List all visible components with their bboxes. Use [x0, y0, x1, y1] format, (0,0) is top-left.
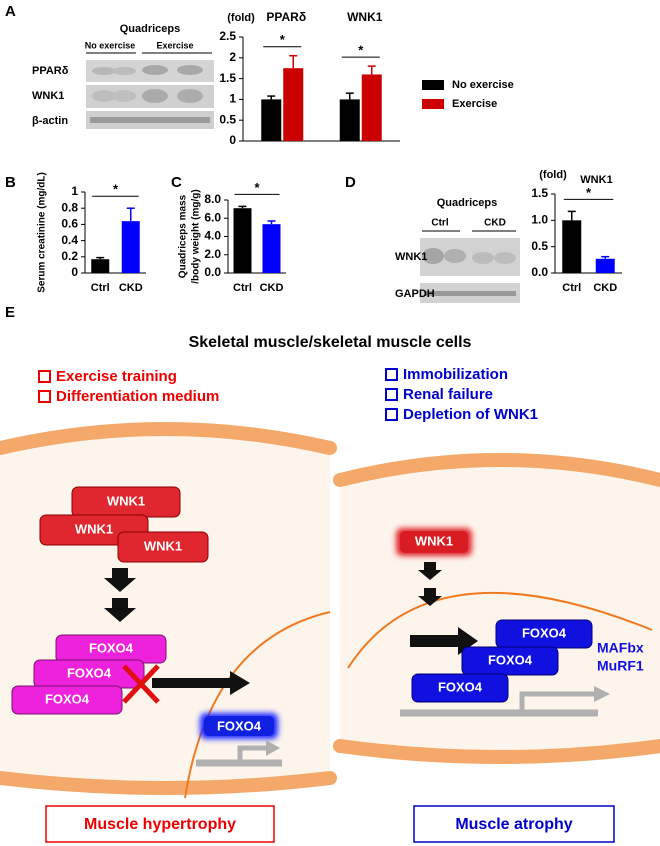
significance-label: * [113, 182, 119, 197]
blot-row: β-actin [32, 115, 68, 127]
y-tick-label: 1 [71, 184, 78, 198]
protein-label: FOXO4 [45, 691, 90, 706]
x-tick-label: CKD [593, 282, 617, 294]
blot-group: Exercise [156, 40, 193, 50]
y-tick-label: 0.0 [531, 265, 548, 279]
x-tick-label: CKD [119, 282, 143, 294]
y-axis-label: Serum creatinine (mg/dL) [37, 172, 48, 293]
bar [121, 221, 140, 273]
y-tick-label: 0.2 [61, 249, 78, 263]
y-tick-label: 1.5 [531, 186, 548, 200]
y-tick-label: 0.5 [531, 239, 548, 253]
bar [262, 224, 281, 273]
diagram-title: Skeletal muscle/skeletal muscle cells [189, 334, 472, 351]
protein-label: FOXO4 [217, 718, 262, 733]
blot-group: Ctrl [431, 218, 448, 229]
y-tick-label: 0.0 [204, 265, 221, 279]
y-axis-label: (fold) [227, 12, 255, 24]
protein-label: FOXO4 [89, 640, 134, 655]
y-tick-label: 2.0 [204, 247, 221, 261]
legend-label: Exercise [452, 98, 497, 110]
outcome: Muscle hypertrophy [84, 816, 236, 833]
panel-label: D [345, 174, 356, 191]
bar [595, 258, 615, 273]
x-tick-label: CKD [260, 282, 284, 294]
significance-label: * [586, 185, 592, 200]
y-tick-label: 0.6 [61, 217, 78, 231]
legend-swatch [422, 80, 444, 90]
significance-label: * [358, 43, 364, 58]
protein-label: FOXO4 [488, 652, 533, 667]
y-tick-label: 0.5 [219, 112, 236, 126]
y-tick-label: 2 [229, 50, 236, 64]
blot-title: Quadriceps [437, 197, 498, 209]
blot-title: Quadriceps [120, 23, 181, 35]
y-tick-label: 0 [71, 265, 78, 279]
condition: Differentiation medium [56, 388, 219, 405]
legend-label: No exercise [452, 79, 514, 91]
blot-group: CKD [484, 218, 506, 229]
bar [283, 68, 304, 141]
bar [562, 220, 582, 273]
bar [339, 99, 360, 141]
panel-label: B [5, 174, 16, 191]
protein-label: WNK1 [144, 538, 182, 553]
chart-title: WNK1 [580, 174, 612, 186]
protein-label: WNK1 [415, 533, 453, 548]
blot-group: No exercise [85, 40, 136, 50]
protein-label: FOXO4 [67, 665, 112, 680]
condition: Depletion of WNK1 [403, 406, 538, 423]
blot-row: WNK1 [32, 90, 64, 102]
y-tick-label: 6.0 [204, 210, 221, 224]
outcome: Muscle atrophy [455, 816, 572, 833]
protein-label: FOXO4 [438, 679, 483, 694]
y-tick-label: 8.0 [204, 192, 221, 206]
y-tick-label: 0.4 [61, 233, 78, 247]
x-tick-label: WNK1 [347, 10, 383, 24]
x-tick-label: Ctrl [562, 282, 581, 294]
blot-row: WNK1 [395, 251, 427, 263]
y-tick-label: 1.0 [531, 213, 548, 227]
y-tick-label: 0.8 [61, 200, 78, 214]
significance-label: * [280, 32, 286, 47]
blot: Quadriceps Ctrl CKD WNK1 GAPDH [395, 197, 520, 303]
y-tick-label: 1.5 [219, 71, 236, 85]
y-axis-label: (fold) [539, 169, 567, 181]
blot-row: GAPDH [395, 288, 435, 300]
x-tick-label: Ctrl [233, 282, 252, 294]
y-axis-label: Quadriceps mass [178, 194, 189, 278]
x-tick-label: Ctrl [91, 282, 110, 294]
bar [233, 208, 252, 273]
significance-label: * [254, 180, 260, 195]
blot-row: PPARδ [32, 65, 69, 77]
y-tick-label: 4.0 [204, 229, 221, 243]
y-axis-label: /body weight (mg/g) [191, 189, 202, 283]
bar [361, 74, 382, 141]
bar [261, 99, 282, 141]
y-tick-label: 0 [229, 133, 236, 147]
legend-swatch [422, 99, 444, 109]
condition: Renal failure [403, 386, 493, 403]
diagram: Skeletal muscle/skeletal muscle cells Ex… [0, 334, 660, 843]
panel-label: C [171, 174, 182, 191]
y-tick-label: 2.5 [219, 29, 236, 43]
condition: Exercise training [56, 368, 177, 385]
panel-label: A [5, 3, 16, 20]
panel-label: E [5, 304, 15, 321]
protein-label: FOXO4 [522, 625, 567, 640]
x-tick-label: PPARδ [266, 10, 306, 24]
gene-label: MAFbx [597, 640, 644, 656]
condition: Immobilization [403, 366, 508, 383]
protein-label: WNK1 [107, 493, 145, 508]
blot: Quadriceps No exercise Exercise PPARδ WN… [32, 23, 214, 129]
bar [91, 259, 110, 273]
protein-label: WNK1 [75, 521, 113, 536]
y-tick-label: 1 [229, 92, 236, 106]
gene-label: MuRF1 [597, 658, 644, 674]
